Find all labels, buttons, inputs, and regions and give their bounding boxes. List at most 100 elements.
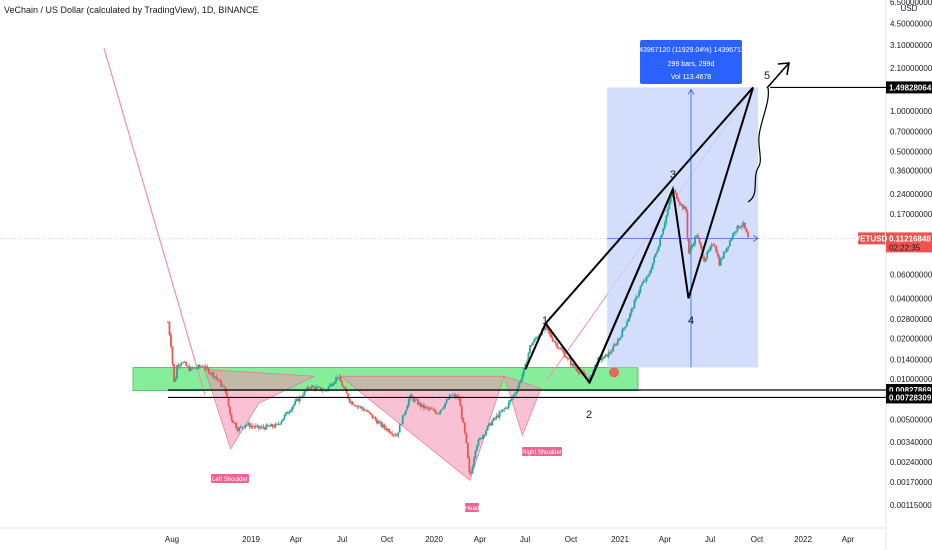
y-tick-label: 4.50000000 <box>890 19 932 28</box>
candle-body <box>632 308 634 310</box>
candle-body <box>353 404 356 406</box>
candle-body <box>674 190 677 193</box>
candle-body <box>315 386 318 390</box>
candle-body <box>677 198 680 202</box>
wave-label-5: 5 <box>764 70 770 82</box>
candle-body <box>263 427 266 430</box>
candle-body <box>430 408 433 410</box>
pattern-label-box <box>211 474 249 483</box>
candle-body <box>557 347 560 349</box>
candle-body <box>568 357 571 360</box>
candle-body <box>335 377 337 382</box>
candle-body <box>651 263 654 270</box>
candle-body <box>232 419 234 423</box>
candle-body <box>345 389 348 394</box>
candle-body <box>412 397 415 402</box>
candle-body <box>577 370 580 373</box>
candle-body <box>625 322 628 327</box>
candle-body <box>482 435 484 439</box>
candle-body <box>241 426 244 428</box>
y-tick-label: 1.00000000 <box>890 107 932 116</box>
candle-body <box>267 424 269 426</box>
candle-body <box>730 238 733 241</box>
candle-body <box>167 322 169 324</box>
candle-body <box>521 374 524 381</box>
candle-body <box>544 326 546 331</box>
candle-body <box>715 246 718 253</box>
candle-body <box>242 427 245 429</box>
candle-body <box>239 426 242 428</box>
candle-body <box>198 365 201 367</box>
candle-body <box>488 423 490 427</box>
candle-body <box>407 399 410 406</box>
candle-body <box>694 236 696 245</box>
candle-body <box>638 291 640 297</box>
pattern-label-box <box>522 447 562 456</box>
candle-body <box>565 357 568 359</box>
candle-body <box>536 337 539 338</box>
candle-body <box>186 365 189 367</box>
candle-body <box>498 411 501 418</box>
candle-body <box>342 386 345 388</box>
candle-body <box>259 427 262 429</box>
candle-body <box>356 406 359 407</box>
candle-body <box>451 394 454 396</box>
symbol-badge <box>858 232 885 245</box>
pattern-label-box <box>465 503 479 512</box>
candle-body <box>497 415 500 418</box>
candle-body <box>329 384 331 387</box>
candle-body <box>571 363 574 366</box>
candle-body <box>689 248 692 254</box>
candle-body <box>706 252 709 259</box>
candle-body <box>613 344 616 347</box>
candle-body <box>251 425 254 427</box>
candle-body <box>609 352 612 353</box>
candle-body <box>171 346 174 364</box>
candle-body <box>465 432 468 444</box>
wave-label-3: 3 <box>670 169 676 181</box>
candle-body <box>188 366 191 371</box>
x-tick-label: Oct <box>751 535 764 544</box>
candle-body <box>697 235 699 239</box>
candle-body <box>480 438 483 439</box>
symbol-label: VETUSD <box>855 234 888 243</box>
candle-body <box>500 411 503 413</box>
candle-body <box>214 376 216 378</box>
candle-body <box>415 399 418 401</box>
candle-body <box>606 354 609 357</box>
candle-body <box>441 408 443 411</box>
x-tick-label: 2019 <box>242 535 260 544</box>
candle-body <box>735 230 737 233</box>
candle-body <box>666 209 669 216</box>
candle-body <box>380 421 383 427</box>
candle-body <box>286 412 289 414</box>
candle-body <box>724 251 727 253</box>
wave-channel-top <box>544 86 754 325</box>
candle-body <box>510 398 513 400</box>
candle-body <box>168 322 171 335</box>
candle-body <box>436 413 439 415</box>
candle-body <box>327 386 330 390</box>
candle-body <box>257 425 260 429</box>
candle-body <box>569 359 572 366</box>
candle-body <box>627 318 630 323</box>
candle-body <box>215 376 218 379</box>
candle-body <box>189 367 192 371</box>
candle-body <box>491 420 493 426</box>
candle-body <box>659 238 662 247</box>
candle-body <box>526 361 528 364</box>
candle-body <box>379 421 381 423</box>
candle-body <box>354 405 357 407</box>
candle-body <box>421 404 424 407</box>
candle-body <box>292 404 295 408</box>
candle-body <box>432 409 434 411</box>
candle-body <box>574 366 577 369</box>
candle-body <box>589 375 592 379</box>
candle-body <box>495 415 498 419</box>
candle-body <box>612 346 615 352</box>
candle-body <box>460 406 463 419</box>
x-tick-label: Jul <box>705 535 715 544</box>
candle-body <box>200 366 203 368</box>
y-tick-label: 0.04000000 <box>890 294 932 303</box>
